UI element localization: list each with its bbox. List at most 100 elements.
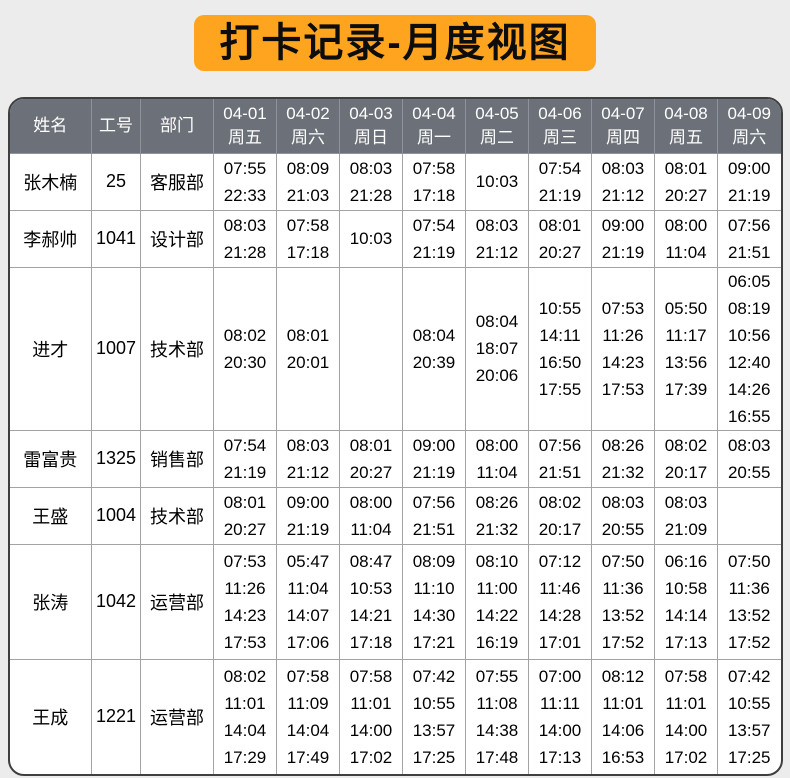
department-cell: 销售部 (140, 429, 214, 488)
punch-cell: 08:10 11:00 14:22 16:19 (465, 543, 529, 660)
punch-time: 13:52 (601, 605, 645, 625)
column-weekday: 周三 (543, 127, 577, 147)
column-header-date: 04-05 周二 (465, 99, 529, 154)
column-weekday: 周二 (480, 127, 514, 147)
punch-time: 18:07 (475, 339, 519, 358)
punch-cell: 08:03 20:55 (591, 486, 655, 545)
punch-time: 17:02 (664, 747, 708, 767)
punch-time: 08:00 (475, 435, 519, 455)
punch-time: 06:16 (664, 551, 708, 571)
column-header-date: 04-08 周五 (654, 99, 718, 154)
punch-time: 07:42 (727, 666, 771, 686)
column-label: 04-05 (475, 103, 519, 123)
column-header: 姓名 (9, 99, 92, 154)
punch-time: 08:09 (412, 551, 456, 571)
punch-cell (717, 486, 781, 545)
header-row: 姓名 工号 部门 04-01 周五 04-02 周六 04-03 周日 04-04 周一 04-05 周… (9, 99, 781, 154)
attendance-table: 姓名 工号 部门 04-01 周五 04-02 周六 04-03 周日 04-04 周一 04-05 周… (9, 99, 781, 774)
punch-time: 22:33 (223, 185, 267, 205)
punch-time: 21:28 (349, 185, 393, 205)
column-label: 04-04 (412, 103, 456, 123)
punch-time: 20:06 (475, 366, 519, 385)
department-cell: 运营部 (140, 543, 214, 660)
punch-cell: 09:00 21:19 (717, 152, 781, 211)
punch-time: 20:17 (538, 519, 582, 539)
punch-time: 08:47 (349, 551, 393, 571)
punch-cell: 08:09 21:03 (276, 152, 340, 211)
punch-time: 07:53 (601, 298, 645, 318)
punch-time: 14:07 (286, 605, 330, 625)
punch-cell: 07:00 11:11 14:00 17:13 (528, 658, 592, 774)
punch-time: 11:09 (287, 693, 329, 713)
punch-cell: 10:03 (339, 209, 403, 268)
punch-time: 09:00 (601, 215, 645, 235)
punch-time: 09:00 (286, 492, 330, 512)
punch-time: 17:53 (601, 379, 645, 399)
employee-id-cell: 25 (91, 152, 141, 211)
punch-time: 07:55 (475, 666, 519, 686)
punch-time: 05:47 (286, 551, 330, 571)
punch-time: 20:55 (601, 519, 645, 539)
punch-time: 14:14 (664, 605, 708, 625)
punch-time: 11:17 (665, 325, 707, 345)
punch-time: 10:03 (349, 229, 393, 248)
punch-cell: 08:26 21:32 (591, 429, 655, 488)
punch-time: 17:52 (601, 632, 645, 652)
punch-time: 17:39 (664, 379, 708, 399)
name-cell: 王成 (9, 658, 92, 774)
punch-time: 10:55 (727, 693, 771, 713)
punch-cell: 08:00 11:04 (654, 209, 718, 268)
punch-time: 21:19 (412, 242, 456, 262)
punch-time: 11:04 (665, 242, 707, 262)
table-row: 王成 1221 运营部 08:02 11:01 14:04 17:29 07:58 11:09 1… (9, 658, 781, 774)
punch-cell: 08:00 11:04 (339, 486, 403, 545)
punch-time: 08:03 (601, 158, 645, 178)
column-header-date: 04-01 周五 (213, 99, 277, 154)
punch-time: 11:01 (665, 693, 707, 713)
punch-time: 17:13 (538, 747, 582, 767)
column-label: 04-06 (538, 103, 582, 123)
punch-time: 07:55 (223, 158, 267, 178)
punch-cell: 08:26 21:32 (465, 486, 529, 545)
punch-time: 08:01 (664, 158, 708, 178)
punch-cell: 08:03 21:12 (591, 152, 655, 211)
department-cell: 技术部 (140, 266, 214, 431)
punch-time: 20:27 (538, 242, 582, 262)
punch-time: 10:55 (538, 298, 582, 318)
punch-cell: 07:58 11:09 14:04 17:49 (276, 658, 340, 774)
punch-time: 10:03 (475, 172, 519, 191)
punch-cell: 07:54 21:19 (528, 152, 592, 211)
punch-cell: 08:02 20:30 (213, 266, 277, 431)
punch-cell: 07:42 10:55 13:57 17:25 (717, 658, 781, 774)
name-cell: 李郝帅 (9, 209, 92, 268)
punch-cell: 07:56 21:51 (528, 429, 592, 488)
table-body: 张木楠 25 客服部 07:55 22:33 08:09 21:03 08:03 21:28 07… (9, 152, 781, 774)
punch-cell: 07:54 21:19 (402, 209, 466, 268)
punch-time: 21:19 (538, 185, 582, 205)
column-label: 04-01 (223, 103, 267, 123)
punch-cell: 08:01 20:27 (654, 152, 718, 211)
table-head: 姓名 工号 部门 04-01 周五 04-02 周六 04-03 周日 04-04 周一 04-05 周… (9, 99, 781, 154)
punch-time: 20:27 (349, 462, 393, 482)
punch-time: 14:22 (475, 605, 519, 625)
column-weekday: 周六 (291, 127, 325, 147)
employee-id-cell: 1042 (91, 543, 141, 660)
column-label: 04-08 (664, 103, 708, 123)
punch-time: 05:50 (664, 298, 708, 318)
punch-time: 17:55 (538, 379, 582, 399)
punch-time: 20:27 (664, 185, 708, 205)
punch-time: 07:58 (412, 158, 456, 178)
punch-time: 07:54 (538, 158, 582, 178)
name-cell: 进才 (9, 266, 92, 431)
punch-time: 11:04 (287, 578, 329, 598)
punch-time: 21:12 (475, 242, 519, 262)
punch-time: 08:02 (538, 492, 582, 512)
punch-cell: 06:05 08:19 10:56 12:40 14:26 16:55 (717, 266, 781, 431)
punch-time: 11:26 (224, 578, 266, 598)
punch-time: 14:04 (286, 720, 330, 740)
punch-time: 07:58 (286, 215, 330, 235)
punch-time: 07:54 (223, 435, 267, 455)
column-label: 工号 (99, 115, 133, 135)
punch-time: 08:03 (223, 215, 267, 235)
column-weekday: 周一 (417, 127, 451, 147)
